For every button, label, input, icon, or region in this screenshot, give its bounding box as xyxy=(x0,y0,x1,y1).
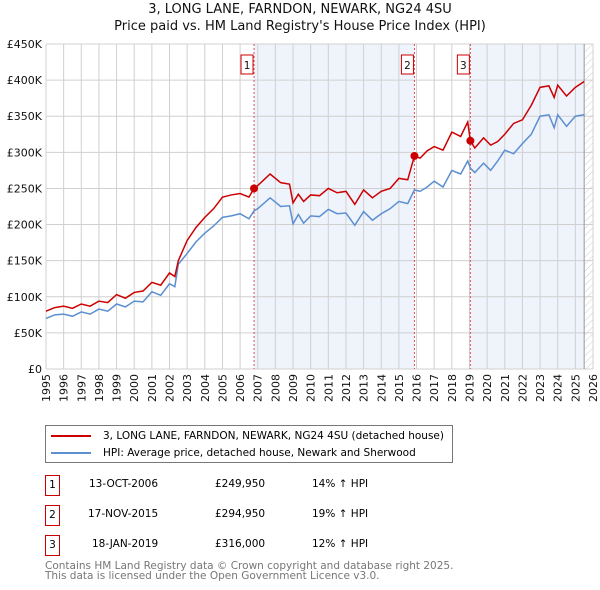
x-tick-label: 1997 xyxy=(75,374,88,402)
y-tick-label: £450K xyxy=(7,38,43,51)
x-tick-label: 2004 xyxy=(199,374,212,402)
x-tick-label: 2015 xyxy=(393,374,406,402)
y-tick-label: £200K xyxy=(7,219,43,232)
x-tick-label: 2016 xyxy=(411,374,424,402)
marker-box xyxy=(240,54,254,75)
x-tick-label: 2017 xyxy=(428,374,441,402)
sale-date: 18-JAN-2019 xyxy=(92,538,159,550)
x-tick-label: 1998 xyxy=(93,374,106,402)
chart: 1995 1996 1997 1998 1999 2000 2001 2002 2003 2004… xyxy=(7,38,600,402)
x-tick-label: 1999 xyxy=(111,374,124,402)
sale-date: 17-NOV-2015 xyxy=(88,508,159,520)
legend-item-property: 3, LONG LANE, FARNDON, NEWARK, NG24 4SU … xyxy=(46,428,444,444)
x-tick-label: 2001 xyxy=(146,374,159,402)
x-tick-label: 2003 xyxy=(181,374,194,402)
marker-box xyxy=(400,54,414,75)
x-tick-label: 2000 xyxy=(128,374,141,402)
y-tick-label: £400K xyxy=(7,74,43,87)
sale-price: £249,950 xyxy=(215,478,266,490)
footer-line: This data is licensed under the Open Gov… xyxy=(45,570,380,582)
x-tick-label: 2006 xyxy=(234,374,247,402)
chart-title: 3, LONG LANE, FARNDON, NEWARK, NG24 4SU xyxy=(148,2,452,17)
price-paid-line xyxy=(45,80,585,312)
x-tick-label: 2011 xyxy=(322,374,335,402)
x-tick-label: 2019 xyxy=(463,374,476,402)
y-tick-label: £50K xyxy=(14,327,43,340)
x-tick-label: 2021 xyxy=(499,374,512,402)
marker-badge: 2 xyxy=(45,505,60,526)
legend-label: HPI: Average price, detached house, Newa… xyxy=(103,447,416,459)
hpi-diff: 14% ↑ HPI xyxy=(312,478,369,490)
x-tick-label: 2008 xyxy=(269,374,282,402)
footer: Contains HM Land Registry data © Crown c… xyxy=(45,560,454,582)
legend-swatch-blue xyxy=(51,452,91,454)
y-tick-label: £100K xyxy=(7,291,43,304)
x-tick-label: 1996 xyxy=(58,374,71,402)
marker-label: 1 xyxy=(244,60,251,72)
x-tick-label: 2012 xyxy=(340,374,353,402)
marker-badge: 3 xyxy=(45,535,60,556)
y-tick-label: £0 xyxy=(28,363,42,376)
x-tick-label: 2013 xyxy=(358,374,371,402)
legend-swatch-red xyxy=(51,435,91,437)
x-tick-label: 2026 xyxy=(587,374,600,402)
shaded-period xyxy=(470,44,585,369)
hpi-diff: 12% ↑ HPI xyxy=(312,538,369,550)
chart-subtitle: Price paid vs. HM Land Registry's House … xyxy=(114,19,486,34)
x-tick-label: 2010 xyxy=(305,374,318,402)
sale-date: 13-OCT-2006 xyxy=(89,478,158,490)
x-tick-label: 1995 xyxy=(40,374,53,402)
x-tick-label: 2002 xyxy=(164,374,177,402)
marker-label: 3 xyxy=(460,60,467,72)
hpi-line xyxy=(45,113,585,320)
x-tick-label: 2005 xyxy=(216,374,229,402)
x-tick-label: 2018 xyxy=(446,374,459,402)
y-tick-label: £300K xyxy=(7,146,43,159)
table-row: 2 17-NOV-2015 £294,950 19% ↑ HPI xyxy=(45,505,465,527)
x-tick-label: 2023 xyxy=(534,374,547,402)
x-tick-label: 2024 xyxy=(552,374,565,402)
x-tick-label: 2025 xyxy=(569,374,582,402)
marker-badge: 1 xyxy=(45,475,60,496)
footer-line: Contains HM Land Registry data © Crown c… xyxy=(45,560,454,572)
table-row: 3 18-JAN-2019 £316,000 12% ↑ HPI xyxy=(45,535,465,557)
sale-price: £316,000 xyxy=(215,538,266,550)
hpi-diff: 19% ↑ HPI xyxy=(312,508,369,520)
forecast-hatch xyxy=(584,44,593,369)
y-tick-label: £150K xyxy=(7,255,43,268)
marker-label: 2 xyxy=(404,60,411,72)
sale-point xyxy=(250,184,259,193)
x-tick-label: 2022 xyxy=(516,374,529,402)
marker-box xyxy=(456,54,470,75)
sale-point xyxy=(410,151,419,160)
legend: 3, LONG LANE, FARNDON, NEWARK, NG24 4SU … xyxy=(45,425,453,463)
shaded-period xyxy=(254,44,415,369)
legend-item-hpi: HPI: Average price, detached house, Newa… xyxy=(46,445,416,461)
sale-price: £294,950 xyxy=(215,508,266,520)
x-tick-label: 2014 xyxy=(375,374,388,402)
x-tick-label: 2007 xyxy=(252,374,265,402)
y-tick-label: £250K xyxy=(7,182,43,195)
y-tick-label: £350K xyxy=(7,110,43,123)
legend-label: 3, LONG LANE, FARNDON, NEWARK, NG24 4SU … xyxy=(103,430,444,442)
x-tick-label: 2020 xyxy=(481,374,494,402)
x-tick-label: 2009 xyxy=(287,374,300,402)
sale-point xyxy=(466,136,475,145)
table-row: 1 13-OCT-2006 £249,950 14% ↑ HPI xyxy=(45,475,465,497)
